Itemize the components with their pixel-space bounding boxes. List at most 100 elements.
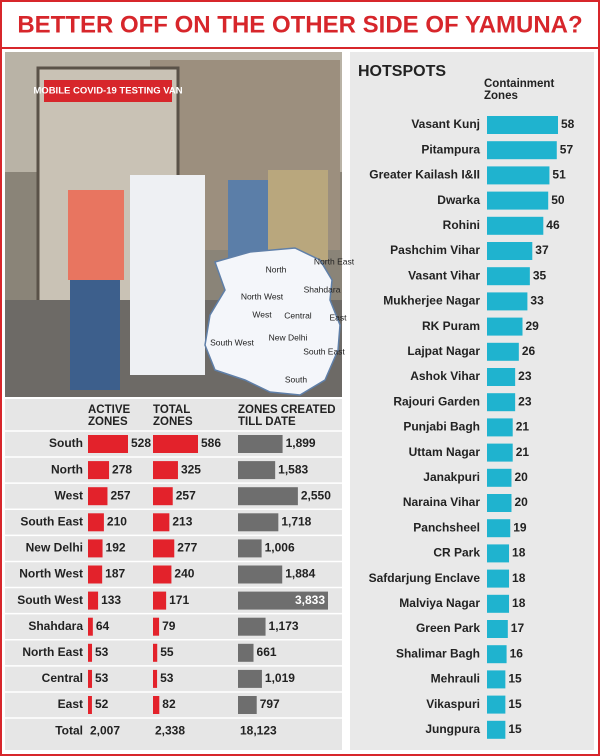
row-label: Pitampura — [421, 142, 480, 156]
row-label: Lajpat Nagar — [407, 344, 480, 358]
value-label: 187 — [105, 567, 125, 581]
value-label: 19 — [513, 520, 527, 534]
row-label: South — [49, 436, 83, 450]
bar — [487, 494, 512, 512]
row-label: RK Puram — [422, 319, 480, 333]
value-label: 240 — [174, 567, 194, 581]
column-header: ZONES CREATED TILL DATE — [238, 404, 336, 428]
bar — [153, 461, 178, 480]
title: BETTER OFF ON THE OTHER SIDE OF YAMUNA? — [17, 11, 582, 38]
row-label: Rajouri Garden — [393, 394, 480, 408]
value-label: 15 — [508, 672, 522, 686]
bar — [88, 617, 93, 636]
bar — [487, 569, 510, 588]
hotspot-panel — [350, 52, 594, 750]
map-label: East — [329, 312, 347, 322]
value-label: 661 — [257, 645, 277, 659]
value-label: 26 — [522, 344, 536, 358]
value-label: 278 — [112, 462, 132, 476]
value-label: 1,006 — [265, 541, 295, 555]
value-label: 18 — [512, 596, 526, 610]
value-label: 3,833 — [295, 593, 325, 607]
row-label: Panchsheel — [413, 520, 480, 534]
bar — [487, 418, 513, 437]
value-label: 50 — [551, 193, 565, 207]
bar — [88, 513, 104, 532]
row-label: Uttam Nagar — [409, 445, 481, 459]
row-label: Rohini — [443, 218, 480, 232]
total-value: 18,123 — [240, 723, 277, 737]
value-label: 133 — [101, 593, 121, 607]
row-label: New Delhi — [26, 541, 83, 555]
bar — [88, 696, 92, 714]
bar — [487, 519, 511, 538]
bar — [487, 594, 510, 613]
bar — [88, 461, 110, 480]
row-label: Mehrauli — [431, 672, 480, 686]
bar — [88, 669, 93, 688]
map-label: Central — [284, 310, 312, 320]
row-label: South East — [20, 514, 83, 528]
value-label: 33 — [530, 294, 544, 308]
map-label: South West — [210, 337, 254, 347]
value-label: 171 — [169, 593, 189, 607]
bar — [153, 487, 173, 506]
bar — [238, 539, 262, 558]
bar — [487, 368, 516, 386]
value-label: 257 — [176, 488, 196, 502]
value-label: 15 — [508, 697, 522, 711]
value-label: 277 — [177, 541, 197, 555]
bar — [153, 669, 158, 688]
value-label: 1,019 — [265, 671, 295, 685]
row-label: Mukherjee Nagar — [383, 294, 480, 308]
bar — [238, 643, 254, 662]
value-label: 213 — [172, 514, 192, 528]
column-header: TOTAL ZONES — [153, 404, 193, 428]
value-label: 64 — [96, 619, 110, 633]
bar — [238, 565, 283, 584]
map-label: North East — [314, 256, 355, 266]
value-label: 1,884 — [285, 567, 315, 581]
row-label: Punjabi Bagh — [403, 420, 480, 434]
value-label: 18 — [512, 571, 526, 585]
bar — [487, 468, 512, 487]
row-label: West — [55, 488, 83, 502]
column-header: ACTIVE ZONES — [88, 404, 131, 428]
total-value: 2,007 — [90, 723, 120, 737]
bar — [487, 267, 530, 286]
row-label: Safdarjung Enclave — [369, 571, 481, 585]
bar — [153, 435, 198, 453]
value-label: 257 — [110, 488, 130, 502]
bar — [153, 539, 175, 558]
row-label: Malviya Nagar — [399, 596, 480, 610]
bar — [153, 565, 172, 584]
value-label: 35 — [533, 268, 547, 282]
value-label: 82 — [162, 697, 176, 711]
bar — [487, 166, 550, 185]
bar — [487, 317, 523, 336]
row-label: Shalimar Bagh — [396, 646, 480, 660]
row-label: Janakpuri — [423, 470, 480, 484]
bar — [487, 116, 558, 134]
map-label: West — [252, 309, 272, 319]
bar — [487, 443, 513, 462]
bar — [487, 695, 506, 714]
bar — [487, 620, 508, 638]
row-label: North West — [19, 567, 83, 581]
bar — [238, 617, 266, 636]
bar — [487, 670, 506, 689]
panel-title: HOTSPOTS — [358, 63, 446, 80]
row-label: South West — [17, 593, 83, 607]
bar — [487, 191, 549, 210]
value-label: 2,550 — [301, 488, 331, 502]
bar — [487, 141, 557, 160]
value-label: 15 — [508, 722, 522, 736]
value-label: 210 — [107, 514, 127, 528]
row-label: Pashchim Vihar — [390, 243, 480, 257]
value-label: 20 — [514, 470, 528, 484]
row-label: Central — [42, 671, 83, 685]
bar — [238, 487, 298, 506]
value-label: 51 — [552, 168, 566, 182]
bar — [487, 544, 510, 563]
